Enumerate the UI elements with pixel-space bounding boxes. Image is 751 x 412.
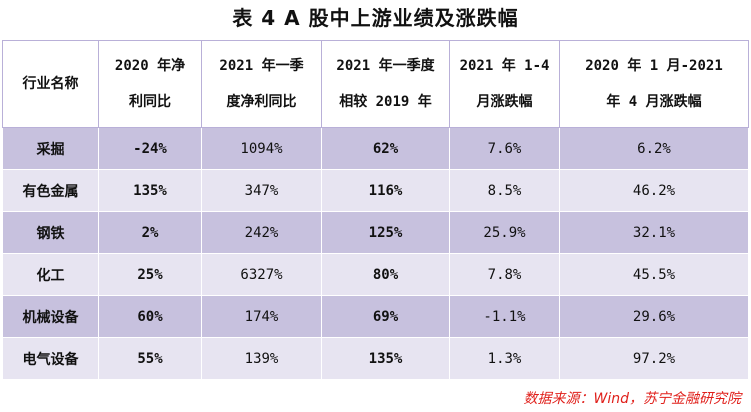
header-2020-profit-yoy: 2020 年净 利同比 — [98, 40, 202, 128]
value-cell: 25.9% — [449, 211, 560, 254]
table-row: 化工 25% 6327% 80% 7.8% 45.5% — [2, 253, 749, 296]
header-line: 2021 年一季 — [219, 58, 304, 74]
table-row: 采掘 -24% 1094% 62% 7.6% 6.2% — [2, 127, 749, 170]
header-line: 利同比 — [129, 94, 171, 110]
header-line: 度净利同比 — [226, 94, 297, 110]
value-cell: 80% — [321, 253, 450, 296]
value-cell: 2% — [98, 211, 202, 254]
value-cell: 135% — [98, 169, 202, 212]
value-cell: 29.6% — [559, 295, 749, 338]
value-cell: 45.5% — [559, 253, 749, 296]
value-cell: 60% — [98, 295, 202, 338]
header-2021q1-vs-2019: 2021 年一季度 相较 2019 年 — [321, 40, 450, 128]
value-cell: 8.5% — [449, 169, 560, 212]
value-cell: 125% — [321, 211, 450, 254]
header-2020jan-2021apr-change: 2020 年 1 月-2021 年 4 月涨跌幅 — [559, 40, 749, 128]
table-container: 行业名称 2020 年净 利同比 2021 年一季 度净利同比 2021 年一季… — [2, 40, 749, 380]
source-note: 数据来源：Wind，苏宁金融研究院 — [523, 391, 742, 407]
table-row: 机械设备 60% 174% 69% -1.1% 29.6% — [2, 295, 749, 338]
value-cell: 242% — [201, 211, 322, 254]
value-cell: 116% — [321, 169, 450, 212]
value-cell: 62% — [321, 127, 450, 170]
industry-cell: 有色金属 — [2, 169, 99, 212]
header-row: 行业名称 2020 年净 利同比 2021 年一季 度净利同比 2021 年一季… — [2, 40, 749, 128]
header-line: 月涨跌幅 — [476, 94, 533, 110]
value-cell: 32.1% — [559, 211, 749, 254]
industry-cell: 化工 — [2, 253, 99, 296]
value-cell: 6327% — [201, 253, 322, 296]
header-line: 2021 年 1-4 — [459, 58, 550, 74]
table-row: 钢铁 2% 242% 125% 25.9% 32.1% — [2, 211, 749, 254]
table-row: 有色金属 135% 347% 116% 8.5% 46.2% — [2, 169, 749, 212]
value-cell: 7.8% — [449, 253, 560, 296]
table-row: 电气设备 55% 139% 135% 1.3% 97.2% — [2, 337, 749, 380]
value-cell: 139% — [201, 337, 322, 380]
header-line: 2021 年一季度 — [336, 58, 435, 74]
value-cell: 25% — [98, 253, 202, 296]
header-line: 行业名称 — [22, 76, 79, 92]
value-cell: 46.2% — [559, 169, 749, 212]
value-cell: 135% — [321, 337, 450, 380]
industry-cell: 电气设备 — [2, 337, 99, 380]
value-cell: -1.1% — [449, 295, 560, 338]
value-cell: 6.2% — [559, 127, 749, 170]
header-line: 相较 2019 年 — [339, 94, 432, 110]
header-line: 2020 年净 — [114, 58, 186, 74]
header-line: 年 4 月涨跌幅 — [606, 94, 702, 110]
value-cell: 1094% — [201, 127, 322, 170]
industry-cell: 机械设备 — [2, 295, 99, 338]
value-cell: -24% — [98, 127, 202, 170]
industry-performance-table: 行业名称 2020 年净 利同比 2021 年一季 度净利同比 2021 年一季… — [2, 40, 749, 380]
industry-cell: 采掘 — [2, 127, 99, 170]
header-2021-jan-apr-change: 2021 年 1-4 月涨跌幅 — [449, 40, 560, 128]
value-cell: 97.2% — [559, 337, 749, 380]
value-cell: 69% — [321, 295, 450, 338]
table-title: 表 4 A 股中上游业绩及涨跌幅 — [232, 6, 519, 30]
value-cell: 7.6% — [449, 127, 560, 170]
value-cell: 347% — [201, 169, 322, 212]
header-2021q1-profit-yoy: 2021 年一季 度净利同比 — [201, 40, 322, 128]
value-cell: 174% — [201, 295, 322, 338]
value-cell: 1.3% — [449, 337, 560, 380]
header-industry: 行业名称 — [2, 40, 99, 128]
industry-cell: 钢铁 — [2, 211, 99, 254]
value-cell: 55% — [98, 337, 202, 380]
header-line: 2020 年 1 月-2021 — [585, 58, 723, 74]
